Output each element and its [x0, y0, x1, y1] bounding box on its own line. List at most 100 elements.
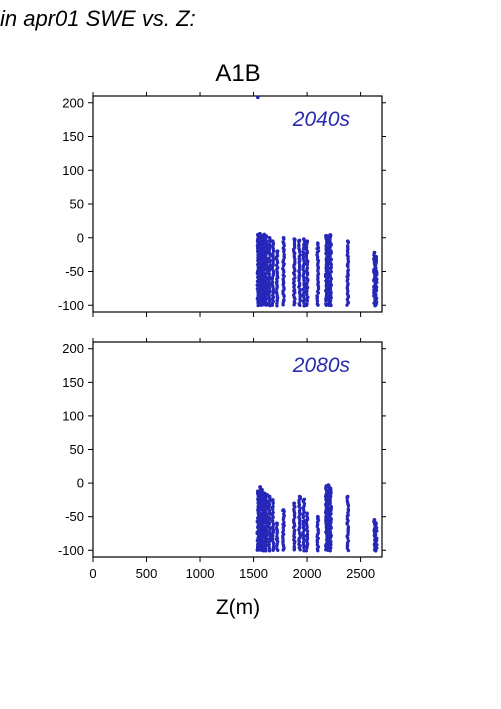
data-point: [315, 302, 320, 306]
data-point: [261, 249, 266, 253]
data-point: [374, 254, 378, 259]
data-point: [292, 288, 297, 292]
data-point: [297, 494, 302, 499]
data-point: [281, 528, 286, 533]
data-point: [305, 302, 309, 306]
data-point: [260, 291, 264, 296]
data-point: [375, 536, 379, 541]
data-point: [256, 489, 260, 493]
data-point: [345, 244, 350, 248]
data-point: [270, 536, 275, 541]
data-point: [262, 245, 266, 249]
data-point: [257, 260, 261, 265]
data-point: [267, 242, 272, 247]
data-point: [328, 247, 332, 251]
y-tick-label: -100: [58, 543, 84, 558]
data-point: [346, 525, 351, 529]
data-point: [268, 528, 272, 533]
data-point: [282, 520, 286, 525]
data-point: [267, 274, 271, 279]
data-point: [267, 525, 271, 529]
data-point: [281, 235, 286, 240]
data-point: [275, 279, 279, 284]
data-point: [274, 526, 279, 530]
data-point: [274, 290, 279, 294]
data-point: [292, 501, 297, 506]
data-point: [293, 528, 297, 533]
data-point: [282, 298, 286, 302]
data-point: [282, 252, 286, 257]
data-point: [301, 268, 305, 272]
data-point: [275, 249, 279, 254]
data-point: [316, 271, 321, 276]
data-point: [316, 531, 321, 535]
data-point: [281, 266, 285, 271]
data-point: [329, 491, 333, 495]
data-point: [346, 539, 351, 543]
data-point: [267, 302, 271, 306]
data-point: [373, 292, 378, 296]
data-point: [257, 518, 262, 522]
data-point: [345, 517, 350, 521]
y-tick-label: 0: [77, 230, 84, 245]
data-point: [281, 273, 285, 277]
data-point: [304, 245, 309, 250]
data-point: [271, 288, 276, 292]
data-point: [292, 241, 297, 246]
data-point: [271, 544, 276, 549]
x-tick-label: 2000: [293, 566, 322, 581]
data-point: [346, 507, 350, 511]
y-tick-label: 50: [70, 197, 84, 212]
data-point: [275, 304, 279, 308]
data-point: [326, 279, 330, 284]
data-point: [315, 294, 319, 298]
data-point: [346, 532, 350, 537]
data-point: [298, 297, 302, 301]
data-point: [315, 299, 320, 303]
y-tick-label: 100: [62, 408, 84, 423]
data-point: [305, 281, 309, 286]
data-point: [328, 302, 332, 306]
data-point: [267, 250, 272, 255]
panel-period-label: 2080s: [292, 354, 351, 377]
data-point: [304, 275, 309, 280]
data-point: [256, 95, 260, 100]
data-point: [267, 508, 272, 513]
data-point: [373, 283, 378, 288]
data-point: [329, 296, 333, 300]
data-point: [260, 488, 264, 492]
x-tick-label: 500: [136, 566, 158, 581]
data-point: [297, 263, 302, 267]
data-point: [374, 300, 379, 304]
data-point: [264, 502, 268, 506]
y-tick-label: 150: [62, 129, 84, 144]
data-point: [297, 501, 301, 505]
data-point: [271, 510, 275, 515]
data-point: [258, 485, 262, 489]
data-point: [329, 517, 333, 521]
data-point: [298, 253, 302, 257]
data-point: [346, 268, 351, 272]
y-tick-label: 150: [62, 375, 84, 390]
data-point: [328, 539, 332, 543]
data-point: [345, 494, 350, 499]
data-point: [292, 299, 296, 304]
data-point: [271, 522, 276, 526]
data-point: [260, 502, 264, 506]
data-point: [346, 300, 350, 304]
data-points: [255, 95, 379, 308]
data-point: [297, 257, 302, 261]
data-point: [297, 508, 302, 513]
data-point: [271, 239, 275, 243]
data-point: [267, 494, 272, 499]
y-tick-label: 100: [62, 163, 84, 178]
data-point: [316, 269, 320, 273]
data-point: [345, 292, 350, 296]
data-point: [267, 281, 271, 285]
data-point: [268, 531, 272, 535]
data-point: [301, 250, 305, 254]
data-point: [328, 486, 333, 491]
data-point: [265, 536, 269, 541]
data-point: [329, 542, 333, 547]
